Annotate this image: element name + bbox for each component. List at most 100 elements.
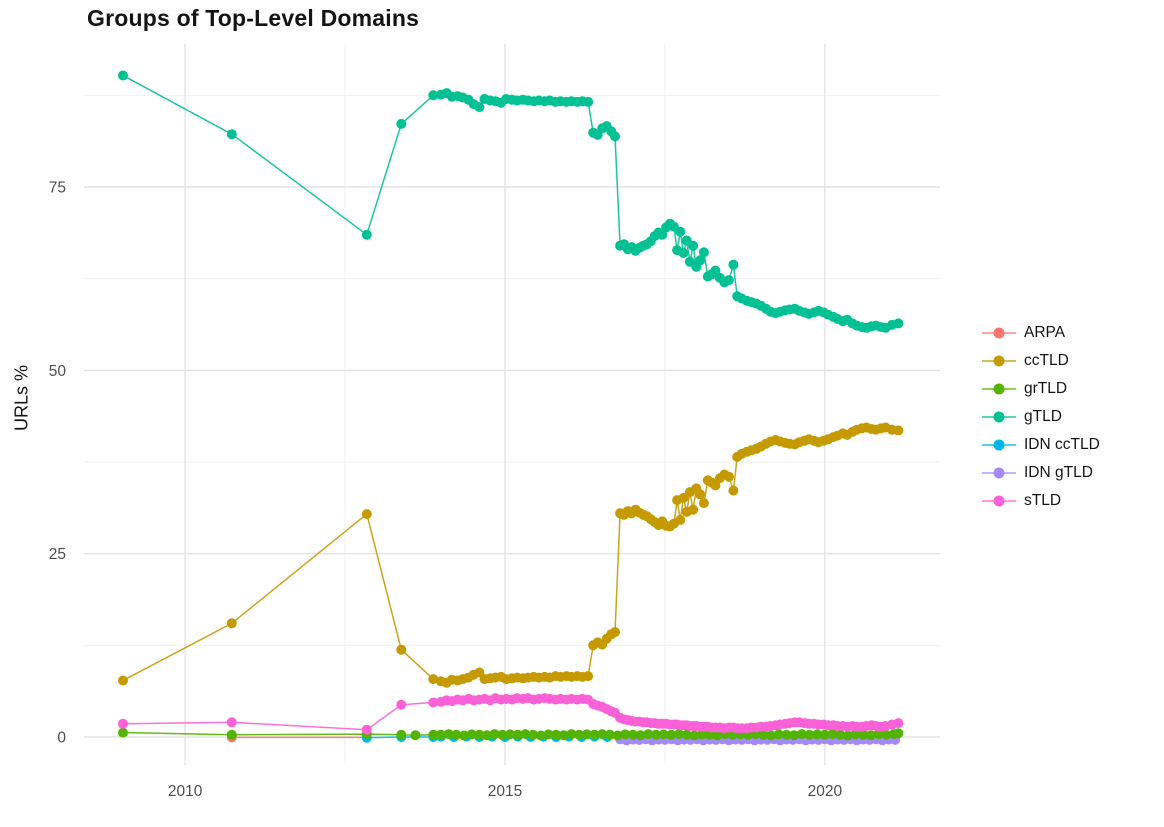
data-point-grtld [566,729,577,740]
data-point-grtld [712,730,723,741]
major-gridlines [84,44,940,765]
data-point-grtld [505,729,516,740]
data-point-grtld [804,729,815,740]
legend-item-stld: sTLD [981,487,1100,515]
data-point-gtld [678,248,689,258]
legend-label: IDN ccTLD [1024,436,1100,453]
data-point-grtld [535,730,546,741]
legend-key-dot [993,411,1005,423]
legend-key-dot [993,439,1005,451]
data-point-gtld [474,102,485,113]
legend-key-icon [982,411,1016,423]
legend-item-idn-cctld: IDN ccTLD [981,431,1100,459]
data-point-gtld [396,118,407,129]
data-point-gtld [893,318,904,329]
legend-item-grtld: grTLD [981,375,1100,403]
legend: ARPA ccTLD grTLD gTLD IDN ccTLD IDN gTLD sTLD [981,319,1100,515]
legend-key-icon [982,439,1016,451]
legend-label: IDN gTLD [1024,464,1093,481]
chart-title: Groups of Top-Level Domains [87,5,420,31]
data-point-stld [396,699,407,710]
legend-label: sTLD [1024,492,1062,509]
data-point-grtld [520,729,531,740]
data-point-gtld [728,259,739,270]
legend-key-icon [982,327,1016,339]
data-point-grtld [436,729,446,740]
y-tick-label: 25 [49,546,66,563]
legend-item-idn-gtld: IDN gTLD [981,459,1100,487]
data-point-grtld [581,729,592,740]
data-point-stld [428,697,439,708]
data-point-cctld [226,618,237,629]
x-tick-label: 2010 [168,783,203,800]
series-stld [118,693,904,735]
data-point-stld [893,718,904,729]
data-point-grtld [789,730,800,741]
series-cctld [118,422,904,688]
data-point-cctld [396,644,407,655]
legend-key-icon [982,495,1016,507]
data-point-grtld [658,729,669,740]
data-point-cctld [710,480,721,491]
data-point-cctld [723,471,734,482]
data-point-stld [226,717,237,728]
data-point-grtld [650,729,661,740]
data-point-grtld [512,729,523,740]
data-point-gtld [723,275,734,286]
data-point-stld [361,724,372,735]
data-point-cctld [610,627,620,638]
legend-key-icon [982,355,1016,367]
data-point-gtld [428,90,439,101]
data-point-grtld [865,730,876,741]
minor-gridlines [84,44,940,765]
data-point-grtld [612,730,623,741]
data-point-grtld [226,729,237,740]
data-point-cctld [698,498,709,509]
legend-label: ccTLD [1024,352,1069,369]
data-point-gtld [688,240,699,251]
data-point-grtld [796,729,807,740]
data-point-grtld [482,730,492,741]
data-point-gtld [226,129,237,140]
data-point-grtld [627,729,638,740]
data-point-grtld [410,730,421,741]
data-point-cctld [678,492,689,503]
data-point-cctld [893,425,904,436]
data-point-grtld [819,729,830,740]
data-point-gtld [657,229,668,240]
data-point-grtld [697,729,707,740]
y-tick-label: 0 [57,729,66,746]
data-point-grtld [620,729,631,740]
legend-label: ARPA [1024,324,1066,341]
x-tick-label: 2020 [808,783,843,800]
data-point-grtld [666,729,677,740]
data-point-grtld [528,729,539,740]
axis-tick-labels: 2010 2015 2020 0 25 50 75 [49,179,843,800]
data-point-cctld [728,485,739,496]
legend-label: gTLD [1024,408,1062,425]
data-point-grtld [466,729,477,740]
data-point-cctld [675,514,686,525]
data-point-gtld [710,265,721,276]
data-point-grtld [443,729,454,740]
data-point-gtld [361,229,372,240]
data-point-grtld [543,729,554,740]
legend-item-gtld: gTLD [981,403,1100,431]
data-point-grtld [781,729,792,740]
data-point-grtld [451,729,462,740]
data-point-grtld [551,729,562,740]
data-point-gtld [675,226,686,237]
data-point-grtld [812,729,823,740]
data-point-grtld [589,729,600,740]
data-point-grtld [858,729,869,740]
data-point-gtld [118,70,128,81]
y-tick-label: 50 [49,363,67,380]
data-point-gtld [583,96,594,107]
data-point-gtld [610,131,620,142]
data-point-cctld [583,671,594,682]
data-point-grtld [474,729,485,740]
data-point-grtld [827,729,838,740]
legend-label: grTLD [1024,380,1068,397]
data-point-grtld [604,729,615,740]
data-point-cctld [361,509,372,520]
